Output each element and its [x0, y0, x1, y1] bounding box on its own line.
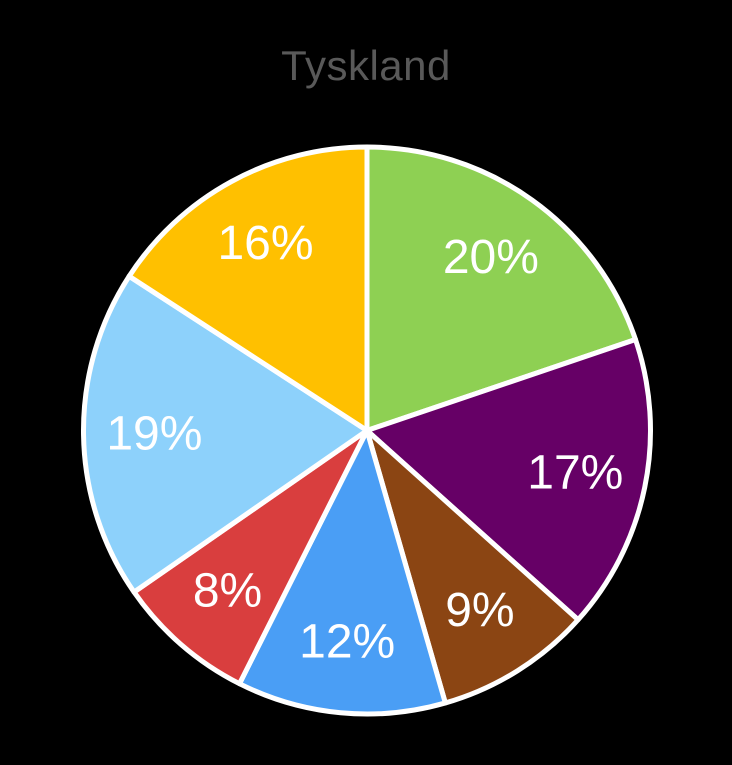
pie-slice [236, 428, 448, 717]
pie-slice [126, 144, 370, 433]
pie-slice [364, 428, 581, 706]
slice-label: 12% [299, 616, 395, 669]
pie-slice [81, 273, 370, 595]
pie-slice [364, 337, 653, 623]
slice-label: 20% [443, 231, 539, 284]
slice-label: 16% [217, 217, 313, 270]
slice-label: 9% [445, 584, 514, 637]
pie-slice [131, 428, 370, 687]
slice-label: 19% [106, 407, 202, 460]
slice-label: 17% [527, 447, 623, 500]
chart-title: Tyskland [281, 42, 451, 89]
pie-slice [364, 144, 639, 433]
slice-label: 8% [193, 564, 262, 617]
